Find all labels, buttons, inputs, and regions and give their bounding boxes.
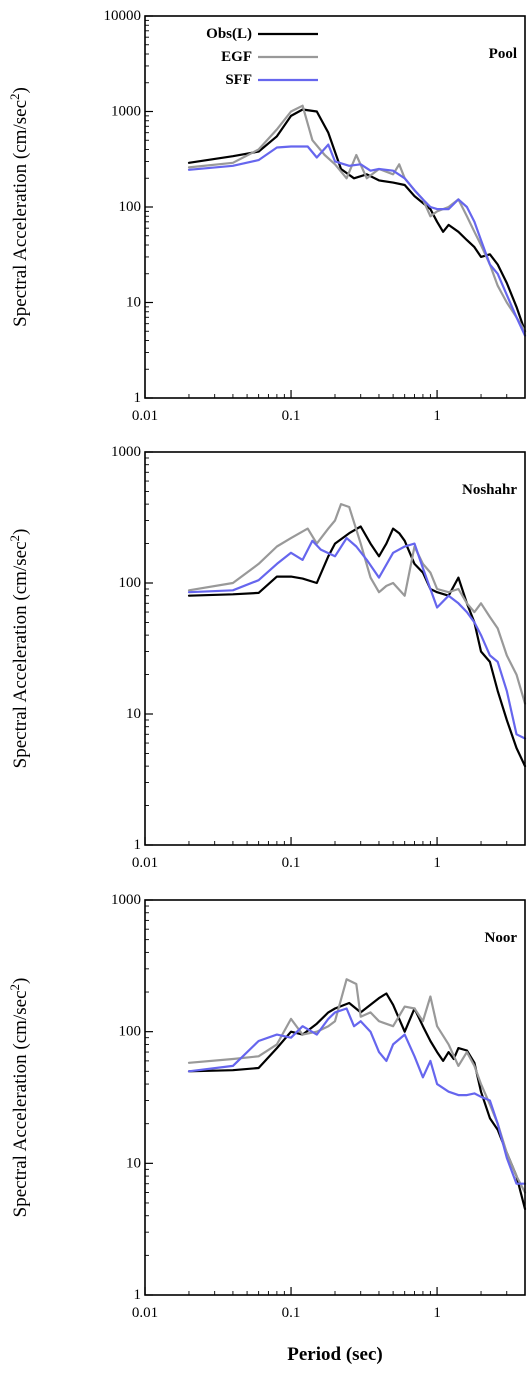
y-tick-label: 100 (119, 1024, 142, 1040)
x-tick-label: 0.1 (282, 408, 301, 424)
y-axis-label: Spectral Acceleration (cm/sec2) (7, 87, 31, 327)
y-tick-label: 1000 (111, 104, 141, 120)
x-tick-label: 0.1 (282, 1305, 301, 1321)
x-tick-label: 1 (433, 1305, 441, 1321)
site-label: Noshahr (462, 482, 517, 498)
legend: Obs(L) EGF SFF (206, 26, 318, 88)
series-line-egf (187, 503, 527, 705)
series-line-sff (187, 1007, 527, 1185)
chart-panel-noor: 1 10 100 1000 0.01 0.1 1 Spectral Acceleration … (7, 892, 527, 1321)
site-label: Pool (489, 46, 517, 62)
series-line-obs-l (187, 992, 527, 1211)
x-tick-label: 0.01 (132, 855, 158, 871)
y-tick-label: 10000 (104, 8, 142, 24)
legend-label: SFF (225, 72, 252, 88)
y-tick-label: 10 (126, 1155, 141, 1171)
site-label: Noor (485, 930, 518, 946)
x-tick-label: 1 (433, 855, 441, 871)
series-line-obs-l (187, 108, 527, 333)
x-axis-label: Period (sec) (287, 1344, 382, 1365)
plot-frame (144, 899, 526, 1296)
y-tick-label: 100 (119, 199, 142, 215)
x-tick-label: 0.1 (282, 855, 301, 871)
legend-label: Obs(L) (206, 26, 252, 42)
x-tick-label: 1 (433, 408, 441, 424)
y-tick-label: 1000 (111, 444, 141, 460)
series-line-sff (187, 143, 527, 337)
y-tick-label: 1 (134, 1287, 142, 1303)
y-tick-label: 1 (134, 837, 142, 853)
legend-label: EGF (221, 49, 252, 65)
y-axis-label: Spectral Acceleration (cm/sec2) (7, 529, 31, 769)
chart-panel-pool: 1 10 100 1000 10000 0.01 0.1 1 Spectral Accelera… (7, 8, 527, 424)
series-line-egf (187, 978, 527, 1194)
chart-panels: 1 10 100 1000 10000 0.01 0.1 1 Spectral Accelera… (7, 8, 527, 1321)
y-tick-label: 10 (126, 706, 141, 722)
y-tick-label: 10 (126, 295, 141, 311)
x-tick-label: 0.01 (132, 408, 158, 424)
series-line-sff (187, 536, 527, 740)
y-tick-label: 1000 (111, 892, 141, 908)
y-tick-label: 1 (134, 390, 142, 406)
x-tick-label: 0.01 (132, 1305, 158, 1321)
chart-panel-noshahr: 1 10 100 1000 0.01 0.1 1 Spectral Acceleration … (7, 444, 527, 871)
series-line-egf (187, 104, 527, 333)
y-tick-label: 100 (119, 575, 142, 591)
series-line-obs-l (187, 525, 527, 768)
plot-frame (144, 451, 526, 846)
y-axis-label: Spectral Acceleration (cm/sec2) (7, 978, 31, 1218)
